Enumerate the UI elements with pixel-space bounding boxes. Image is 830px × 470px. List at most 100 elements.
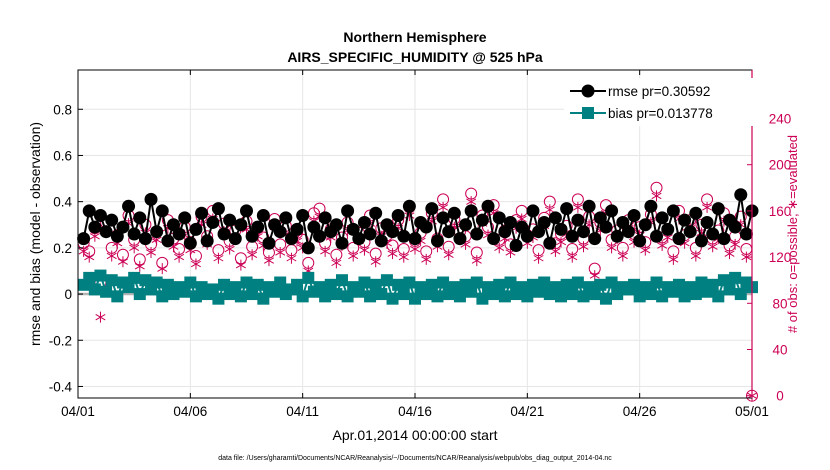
rmse-point xyxy=(447,206,461,220)
rmse-series-layer xyxy=(77,188,759,255)
bias-point xyxy=(425,278,438,291)
rmse-point xyxy=(537,215,551,229)
bias-point xyxy=(644,288,657,301)
bias-point xyxy=(493,278,506,291)
rmse-point xyxy=(470,227,484,241)
bias-point xyxy=(139,274,152,287)
rmse-point xyxy=(571,213,585,227)
rmse-point xyxy=(408,232,422,246)
y-tick-label: 0.8 xyxy=(53,102,72,117)
rmse-point xyxy=(520,229,534,243)
rmse-point xyxy=(99,225,113,239)
rmse-point xyxy=(122,199,136,213)
bias-point xyxy=(560,278,573,291)
rmse-point xyxy=(172,227,186,241)
rmse-point xyxy=(391,209,405,223)
x-axis-label: Apr.01,2014 00:00:00 start xyxy=(332,427,497,443)
bias-point xyxy=(392,278,405,291)
bias-point xyxy=(689,288,702,301)
bias-point xyxy=(128,271,141,284)
bias-point xyxy=(465,285,478,298)
rmse-point xyxy=(82,204,96,218)
obs-evaluated-point xyxy=(544,204,555,216)
rmse-point xyxy=(565,229,579,243)
rmse-point xyxy=(240,204,253,218)
bias-point xyxy=(729,271,742,284)
bias-point xyxy=(532,285,545,298)
bias-point xyxy=(335,274,348,287)
bias-point xyxy=(515,281,528,294)
bias-point xyxy=(723,283,736,296)
rmse-point xyxy=(487,232,501,246)
rmse-point xyxy=(650,229,664,243)
obs-evaluated-point xyxy=(78,245,89,257)
obs-evaluated-point xyxy=(95,311,106,323)
bias-point xyxy=(234,290,247,303)
x-tick-label: 05/01 xyxy=(735,404,769,419)
y-tick-label: 0.4 xyxy=(53,195,72,210)
x-tick-label: 04/01 xyxy=(61,404,95,419)
bias-point xyxy=(717,274,730,287)
y-axis-label: rmse and bias (model - observation) xyxy=(27,122,43,346)
bias-point xyxy=(358,276,371,289)
obs-evaluated-point xyxy=(494,242,505,254)
rmse-point xyxy=(279,211,293,225)
rmse-point xyxy=(301,241,315,255)
rmse-point xyxy=(582,199,596,213)
obs-evaluated-point xyxy=(707,241,718,253)
rmse-point xyxy=(138,232,152,246)
rmse-point xyxy=(206,215,220,229)
rmse-point xyxy=(599,220,613,234)
chart-title: Northern Hemisphere xyxy=(343,29,486,45)
rmse-point xyxy=(425,202,439,216)
bias-point xyxy=(437,276,450,289)
legend-rmse-marker xyxy=(581,84,595,98)
bias-point xyxy=(538,276,551,289)
legend-bias-marker xyxy=(582,107,594,119)
obs-evaluated-point xyxy=(117,256,128,268)
rmse-point xyxy=(183,236,197,250)
obs-evaluated-point xyxy=(398,251,409,263)
rmse-point xyxy=(672,232,686,246)
bias-point xyxy=(189,290,202,303)
rmse-point xyxy=(313,229,327,243)
rmse-point xyxy=(728,220,742,234)
bias-point xyxy=(504,276,517,289)
bias-point xyxy=(364,290,377,303)
obs-evaluated-point xyxy=(724,248,735,260)
y2-tick-label: 0 xyxy=(776,389,784,404)
rmse-point xyxy=(610,229,624,243)
obs-evaluated-point xyxy=(572,201,583,213)
rmse-point xyxy=(357,215,371,229)
rmse-point xyxy=(127,227,141,241)
y2-tick-label: 120 xyxy=(769,250,792,265)
bias-point xyxy=(403,276,416,289)
bias-point xyxy=(695,276,708,289)
bias-point xyxy=(470,276,483,289)
rmse-point xyxy=(661,222,675,236)
bias-point xyxy=(397,288,410,301)
rmse-point xyxy=(262,236,276,250)
obs-evaluated-point xyxy=(370,256,381,268)
rmse-point xyxy=(341,204,355,218)
obs-evaluated-point xyxy=(640,244,651,256)
bias-point xyxy=(375,288,388,301)
rmse-point xyxy=(638,218,652,232)
bias-point xyxy=(409,292,421,305)
rmse-point xyxy=(605,204,619,218)
rmse-point xyxy=(560,202,574,216)
bias-point xyxy=(122,281,135,294)
rmse-point xyxy=(161,234,175,248)
bias-point xyxy=(341,290,354,303)
legend-bias-label: bias pr=0.013778 xyxy=(608,106,713,121)
obs-evaluated-point xyxy=(157,263,168,275)
rmse-point xyxy=(644,199,658,213)
rmse-point xyxy=(223,213,237,227)
bias-point xyxy=(111,290,124,303)
bias-point xyxy=(605,276,618,289)
rmse-point xyxy=(77,232,91,246)
bias-point xyxy=(302,271,315,284)
rmse-point xyxy=(627,209,641,223)
rmse-point xyxy=(588,232,602,246)
x-tick-label: 04/11 xyxy=(286,404,319,419)
